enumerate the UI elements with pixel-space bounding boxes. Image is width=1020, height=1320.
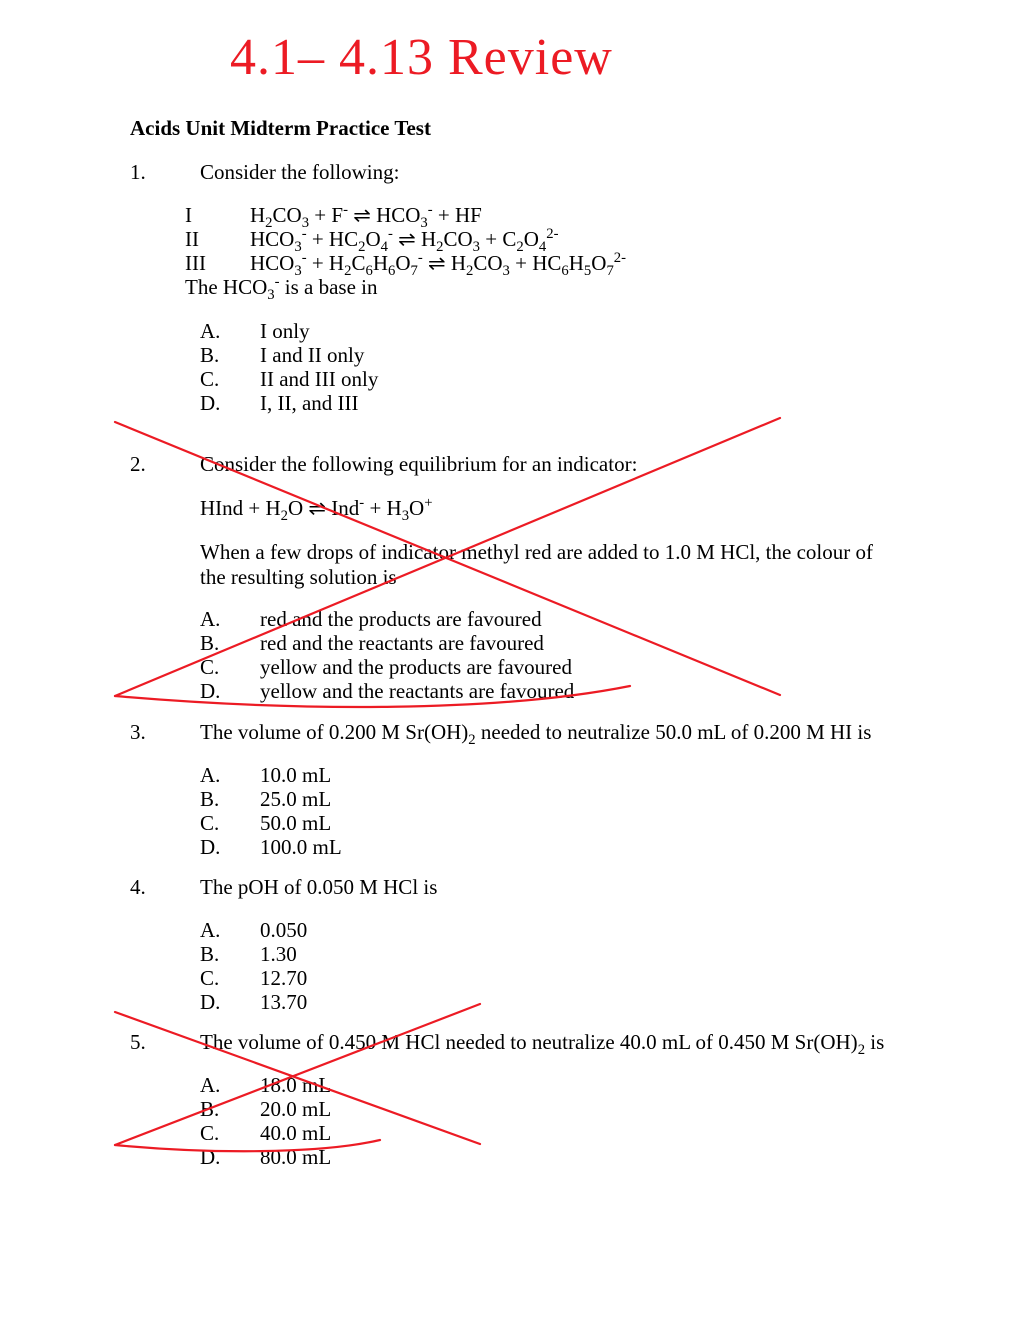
equation: HCO3- + HC2O4- ⇌ H2CO3 + C2O42- — [250, 227, 558, 252]
option-text: red and the products are favoured — [260, 607, 542, 632]
question-number: 2. — [130, 452, 146, 477]
question-number: 5. — [130, 1030, 146, 1055]
question-subline: When a few drops of indicator methyl red… — [200, 540, 890, 590]
option-text: I only — [260, 319, 310, 344]
option-label: A. — [200, 763, 220, 788]
question-stem: The volume of 0.450 M HCl needed to neut… — [200, 1030, 890, 1055]
option-label: B. — [200, 787, 219, 812]
option-text: 40.0 mL — [260, 1121, 331, 1146]
option-label: A. — [200, 1073, 220, 1098]
option-text: 25.0 mL — [260, 787, 331, 812]
option-label: B. — [200, 1097, 219, 1122]
option-text: red and the reactants are favoured — [260, 631, 544, 656]
option-text: 50.0 mL — [260, 811, 331, 836]
question-number: 4. — [130, 875, 146, 900]
question-stem: The volume of 0.200 M Sr(OH)2 needed to … — [200, 720, 890, 745]
equation-label: III — [185, 251, 206, 276]
option-label: C. — [200, 367, 219, 392]
option-text: 18.0 mL — [260, 1073, 331, 1098]
equation: H2CO3 + F- ⇌ HCO3- + HF — [250, 203, 482, 228]
option-text: 80.0 mL — [260, 1145, 331, 1170]
option-label: C. — [200, 1121, 219, 1146]
option-text: yellow and the products are favoured — [260, 655, 572, 680]
option-text: yellow and the reactants are favoured — [260, 679, 574, 704]
option-label: D. — [200, 835, 220, 860]
question-number: 3. — [130, 720, 146, 745]
option-text: I and II only — [260, 343, 364, 368]
equation-label: II — [185, 227, 199, 252]
option-text: 13.70 — [260, 990, 307, 1015]
equation: HCO3- + H2C6H6O7- ⇌ H2CO3 + HC6H5O72- — [250, 251, 626, 276]
option-label: B. — [200, 343, 219, 368]
equation-label: I — [185, 203, 192, 228]
option-label: B. — [200, 631, 219, 656]
equation: HInd + H2O ⇌ Ind- + H3O+ — [200, 496, 433, 521]
option-label: C. — [200, 811, 219, 836]
question-stem: The pOH of 0.050 M HCl is — [200, 875, 890, 900]
option-label: A. — [200, 918, 220, 943]
option-text: 20.0 mL — [260, 1097, 331, 1122]
question-stem: Consider the following: — [200, 160, 890, 185]
cross-tail-icon — [115, 1140, 380, 1151]
option-label: A. — [200, 319, 220, 344]
option-text: 10.0 mL — [260, 763, 331, 788]
question-stem: Consider the following equilibrium for a… — [200, 452, 890, 477]
option-label: D. — [200, 1145, 220, 1170]
option-text: 0.050 — [260, 918, 307, 943]
option-label: B. — [200, 942, 219, 967]
option-text: 1.30 — [260, 942, 297, 967]
option-label: A. — [200, 607, 220, 632]
option-label: D. — [200, 990, 220, 1015]
option-text: I, II, and III — [260, 391, 359, 416]
option-text: II and III only — [260, 367, 378, 392]
page: 4.1– 4.13 Review Acids Unit Midterm Prac… — [0, 0, 1020, 1320]
question-number: 1. — [130, 160, 146, 185]
option-text: 12.70 — [260, 966, 307, 991]
page-title: Acids Unit Midterm Practice Test — [130, 116, 431, 141]
option-label: C. — [200, 655, 219, 680]
question-subline: The HCO3- is a base in — [185, 275, 890, 300]
option-text: 100.0 mL — [260, 835, 342, 860]
handwritten-title: 4.1– 4.13 Review — [230, 28, 613, 87]
option-label: C. — [200, 966, 219, 991]
option-label: D. — [200, 679, 220, 704]
option-label: D. — [200, 391, 220, 416]
